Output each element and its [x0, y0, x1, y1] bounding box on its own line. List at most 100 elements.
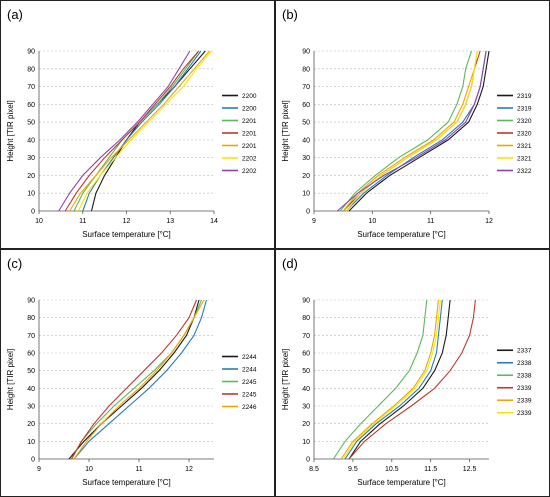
x-tick-label: 12.5 [463, 466, 477, 473]
legend-label: 2339 [517, 385, 532, 392]
legend-label: 2202 [242, 168, 257, 175]
y-tick-label: 80 [27, 66, 35, 73]
series-line-2202-5 [77, 50, 213, 212]
legend-label: 2244 [242, 354, 257, 361]
y-axis-label: Height [TIR pixel] [281, 100, 290, 161]
y-tick-label: 80 [302, 66, 310, 73]
series-line-2320-3 [342, 50, 481, 212]
x-tick-label: 10.5 [385, 466, 399, 473]
y-tick-label: 30 [302, 155, 310, 162]
series-line-2338-2 [332, 299, 428, 460]
legend-label: 2201 [242, 118, 257, 125]
y-tick-label: 60 [302, 102, 310, 109]
y-tick-label: 40 [302, 137, 310, 144]
legend-label: 2200 [242, 93, 257, 100]
chart-svg-b: (b) 0 10 20 30 40 50 60 70 80 90 9 10 11 12 Surface tem… [281, 7, 532, 239]
series-line-2245-3 [71, 299, 198, 460]
legend-label: 2320 [517, 118, 532, 125]
legend-label: 2321 [517, 143, 532, 150]
y-tick-label: 50 [302, 368, 310, 375]
y-tick-label: 0 [306, 209, 310, 216]
legend-label: 2202 [242, 155, 257, 162]
series-line-2202-6 [58, 50, 191, 212]
y-tick-label: 80 [302, 315, 310, 322]
chart-svg-d: (d) 0 10 20 30 40 50 60 70 80 90 8.5 9.5 10.5 11.5 12.5… [281, 256, 532, 487]
y-tick-label: 70 [27, 333, 35, 340]
y-tick-label: 10 [27, 439, 35, 446]
series-line-2339-4 [340, 299, 439, 460]
y-tick-label: 90 [27, 49, 35, 56]
y-tick-label: 90 [27, 298, 35, 305]
y-tick-label: 0 [31, 209, 35, 216]
y-tick-label: 70 [27, 84, 35, 91]
legend-label: 2200 [242, 105, 257, 112]
y-tick-label: 10 [302, 439, 310, 446]
y-axis-label: Height [TIR pixel] [281, 349, 290, 410]
x-tick-label: 13 [166, 218, 174, 225]
chart-panel-c: (c) 0 10 20 30 40 50 60 70 80 90 9 10 11 12 Surface tem… [0, 249, 275, 497]
panel-label: (c) [7, 256, 22, 271]
y-tick-label: 0 [31, 457, 35, 464]
x-tick-label: 14 [210, 218, 218, 225]
x-tick-label: 12 [185, 466, 193, 473]
y-tick-label: 90 [302, 49, 310, 56]
y-tick-label: 30 [27, 155, 35, 162]
x-tick-label: 8.5 [309, 466, 319, 473]
y-tick-label: 50 [27, 120, 35, 127]
series-line-2339-3 [348, 299, 476, 460]
series-line-2319-0 [348, 50, 490, 212]
x-tick-label: 12 [123, 218, 131, 225]
x-axis-label: Surface temperature [°C] [82, 478, 171, 487]
series-line-2244-0 [68, 299, 200, 460]
legend-label: 2201 [242, 130, 257, 137]
series-line-2244-1 [73, 299, 208, 460]
y-tick-label: 50 [27, 368, 35, 375]
y-tick-label: 30 [302, 404, 310, 411]
x-tick-label: 9 [37, 466, 41, 473]
legend-label: 2337 [517, 348, 532, 355]
legend-label: 2245 [242, 391, 257, 398]
panel-label: (d) [282, 256, 298, 271]
y-tick-label: 20 [302, 173, 310, 180]
y-tick-label: 40 [27, 137, 35, 144]
x-axis-label: Surface temperature [°C] [357, 230, 446, 239]
series-line-2322-6 [336, 50, 487, 212]
y-tick-label: 60 [27, 102, 35, 109]
legend-label: 2322 [517, 168, 532, 175]
y-tick-label: 0 [306, 457, 310, 464]
legend-label: 2319 [517, 105, 532, 112]
series-line-2246-4 [73, 299, 205, 460]
x-tick-label: 11.5 [424, 466, 437, 473]
series-line-2320-2 [339, 50, 473, 212]
chart-panel-a: (a) 0 10 20 30 40 50 60 70 80 90 10 11 12 13 14 Surface … [0, 0, 275, 249]
y-tick-label: 20 [302, 421, 310, 428]
legend-label: 2319 [517, 93, 532, 100]
legend-label: 2321 [517, 155, 532, 162]
y-tick-label: 70 [302, 333, 310, 340]
legend-label: 2245 [242, 379, 257, 386]
legend-label: 2201 [242, 143, 257, 150]
y-tick-label: 20 [27, 173, 35, 180]
panel-label: (b) [282, 7, 298, 22]
x-tick-label: 9.5 [348, 466, 358, 473]
legend-label: 2338 [517, 373, 532, 380]
y-tick-label: 40 [302, 386, 310, 393]
x-tick-label: 9 [312, 218, 316, 225]
y-axis-label: Height [TIR pixel] [6, 100, 15, 161]
y-axis-label: Height [TIR pixel] [6, 349, 15, 410]
series-line-2321-4 [342, 50, 478, 212]
legend-label: 2246 [242, 404, 257, 411]
chart-svg-c: (c) 0 10 20 30 40 50 60 70 80 90 9 10 11 12 Surface tem… [6, 256, 257, 487]
x-axis-label: Surface temperature [°C] [357, 478, 446, 487]
series-line-2201-4 [69, 50, 211, 212]
y-tick-label: 30 [27, 404, 35, 411]
y-tick-label: 70 [302, 84, 310, 91]
series-line-2200-1 [82, 50, 202, 212]
y-tick-label: 60 [302, 351, 310, 358]
chart-panel-b: (b) 0 10 20 30 40 50 60 70 80 90 9 10 11 12 Surface tem… [275, 0, 550, 249]
series-line-2201-3 [64, 50, 200, 212]
x-axis-label: Surface temperature [°C] [82, 230, 171, 239]
y-tick-label: 10 [302, 191, 310, 198]
x-tick-label: 10 [368, 218, 376, 225]
